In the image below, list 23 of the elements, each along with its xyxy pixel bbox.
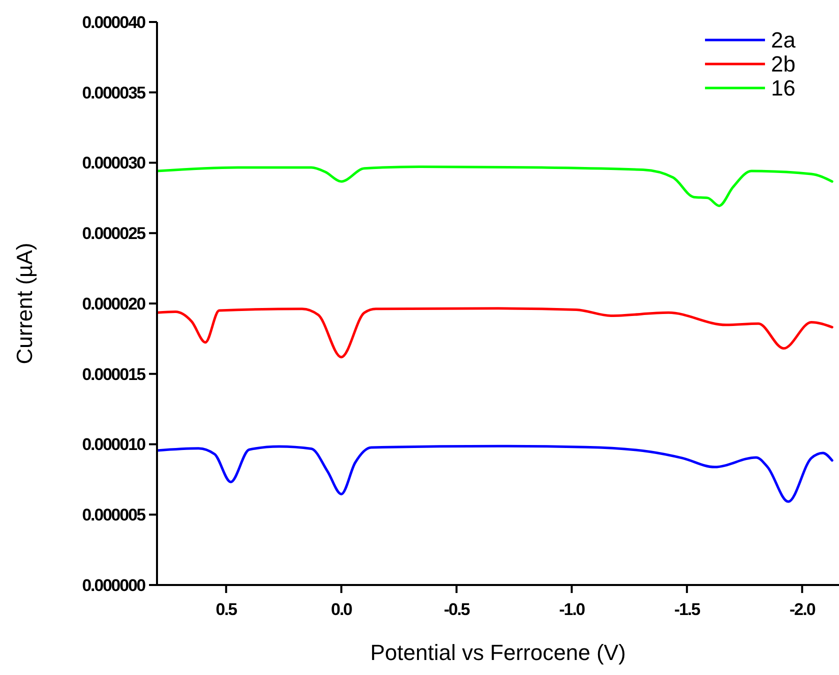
x-axis-title: Potential vs Ferrocene (V) bbox=[370, 640, 626, 665]
y-tick-label: 0.000005 bbox=[82, 506, 146, 525]
x-tick-label: -1.0 bbox=[559, 600, 585, 619]
x-tick-label: -0.5 bbox=[444, 600, 470, 619]
x-tick-label: -1.5 bbox=[674, 600, 700, 619]
y-tick-label: 0.000020 bbox=[82, 294, 146, 314]
line-series bbox=[157, 307, 834, 358]
legend-label: 16 bbox=[771, 76, 796, 101]
x-tick-label: 0.0 bbox=[331, 600, 352, 619]
y-axis-title: Current (µA) bbox=[12, 242, 37, 364]
y-tick-label: 0.000030 bbox=[82, 154, 146, 173]
line-series bbox=[157, 444, 834, 503]
x-tick-label: 0.5 bbox=[216, 600, 237, 619]
y-tick-label: 0.000040 bbox=[82, 12, 146, 32]
legend-label: 2a bbox=[771, 28, 796, 53]
y-tick-label: 0.000025 bbox=[82, 224, 146, 244]
y-tick-label: 0.000035 bbox=[82, 83, 146, 102]
line-series bbox=[157, 165, 834, 208]
legend-label: 2b bbox=[771, 52, 796, 77]
y-tick-label: 0.000010 bbox=[82, 435, 146, 454]
y-tick-label: 0.000000 bbox=[82, 576, 146, 595]
y-tick-label: 0.000015 bbox=[82, 364, 146, 384]
x-tick-label: -2.0 bbox=[789, 600, 816, 619]
